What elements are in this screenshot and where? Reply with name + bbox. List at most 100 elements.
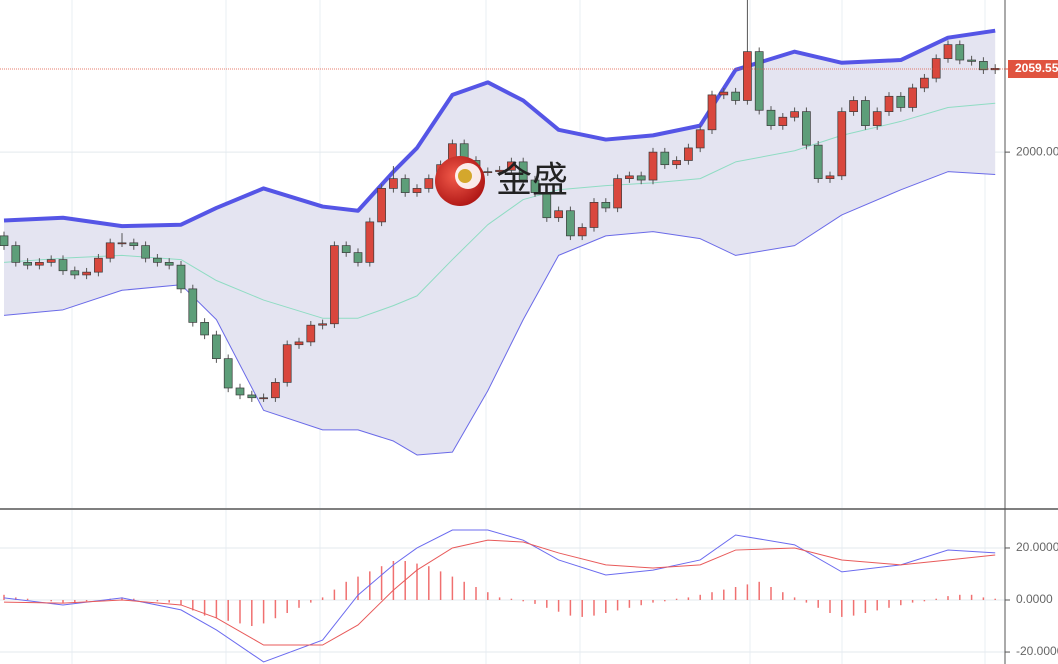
candle-body [129, 242, 139, 246]
candle-body [424, 178, 434, 189]
candle-body [141, 245, 150, 259]
candle-body [684, 147, 693, 161]
candle-body [377, 188, 386, 223]
candle-body [212, 334, 221, 360]
band-fill [4, 30, 996, 455]
candle-body [943, 44, 953, 59]
candle-body [660, 151, 670, 166]
candle-body [695, 129, 705, 149]
candle-body [589, 202, 599, 228]
candle-body [636, 175, 646, 181]
candle-body [46, 259, 56, 263]
candle-body [365, 221, 375, 263]
candle-body [613, 178, 622, 209]
macd-line [3, 529, 996, 663]
candle-body [495, 169, 504, 173]
macd-line [3, 539, 996, 646]
y-tick-label: -20.0000 [1016, 644, 1058, 658]
candle-body [259, 397, 268, 400]
candle-body [837, 111, 847, 177]
candle-body [530, 179, 540, 193]
candle-body [601, 202, 611, 209]
watermark-text: 金盛 [496, 160, 568, 201]
candle-body [94, 257, 103, 273]
candle-body [188, 288, 198, 323]
macd-panel [0, 510, 1005, 664]
candle-body [872, 111, 882, 126]
candle-body [955, 44, 965, 61]
candle-body [849, 100, 858, 112]
watermark: 金盛 [435, 156, 568, 206]
candle-body [507, 161, 516, 171]
candle-body [625, 175, 634, 179]
candle-body [731, 91, 740, 101]
y-tick-label: 20.0000 [1016, 540, 1058, 554]
candle-body [719, 91, 729, 96]
upper-band [3, 28, 996, 229]
candle-body [648, 151, 658, 181]
candle-body [318, 323, 327, 326]
candle-body [176, 264, 186, 290]
candle-body [813, 144, 823, 179]
candle-body [979, 61, 988, 71]
y-tick-label: 0.0000 [1016, 592, 1053, 606]
candle-body [330, 245, 339, 325]
candle-body [353, 252, 363, 263]
candle-body [672, 160, 681, 166]
candle-body [82, 271, 91, 276]
candle-body [223, 358, 233, 389]
candle-body [896, 95, 906, 108]
candle-body [271, 382, 280, 399]
candle-body [105, 242, 115, 259]
candle-body [861, 100, 870, 126]
y-tick-label: 2000.00 [1016, 144, 1058, 158]
candle-body [247, 394, 257, 399]
lower-band [3, 171, 996, 456]
candle-body [707, 94, 717, 131]
last-price-box [1008, 60, 1058, 79]
candle-body [554, 210, 563, 219]
candle-body [11, 245, 21, 263]
middle-band [3, 102, 996, 319]
candle-body [70, 270, 80, 276]
candle-body [164, 262, 174, 266]
candle-body [802, 111, 811, 146]
candle-body [200, 322, 209, 336]
price-panel [0, 0, 1005, 508]
candle-body [518, 161, 528, 181]
candle-body [884, 95, 894, 112]
candle-body [282, 344, 292, 383]
candle-body [778, 116, 788, 126]
candle-body [931, 58, 941, 79]
candle-body [920, 77, 929, 89]
candle-body [58, 259, 68, 272]
candle-body [341, 245, 351, 253]
logo [458, 169, 472, 183]
candle-body [306, 324, 316, 343]
candle-body [790, 111, 799, 118]
candle-body [389, 178, 398, 189]
candle-body [766, 109, 776, 126]
candle-body [412, 188, 422, 193]
candle-body [542, 192, 552, 219]
candle-body [566, 210, 575, 237]
candle-body [117, 242, 127, 245]
candle-body [400, 178, 410, 193]
candle-body [0, 235, 9, 246]
candle-body [294, 341, 304, 346]
candle-body [153, 257, 162, 263]
candle-body [990, 68, 1000, 71]
candle-body [754, 51, 764, 111]
candle-body [35, 262, 44, 266]
candle-body [825, 175, 835, 179]
candle-body [967, 59, 976, 62]
candle-body [235, 387, 245, 396]
candle-body [577, 227, 587, 237]
candle-body [483, 171, 493, 174]
candle-body [23, 262, 32, 266]
last-price-label: 2059.55 [1015, 61, 1058, 75]
candle-body [743, 51, 752, 101]
candle-body [908, 87, 917, 108]
